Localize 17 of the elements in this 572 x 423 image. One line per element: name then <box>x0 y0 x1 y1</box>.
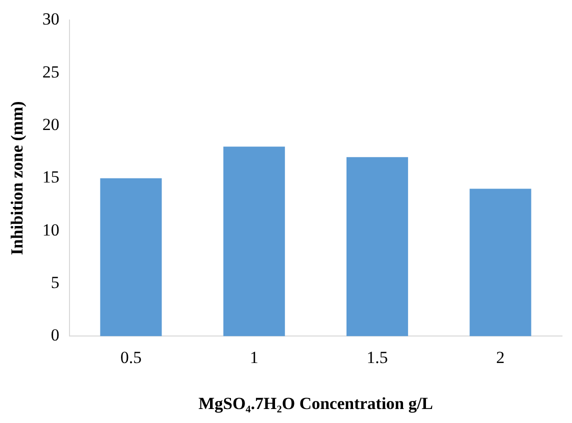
y-tick-label: 20 <box>42 115 60 134</box>
y-tick-label: 30 <box>42 10 60 29</box>
y-axis-title: Inhibition zone (mm) <box>8 101 27 256</box>
bar <box>223 146 285 336</box>
bar <box>100 178 162 336</box>
x-axis-title: MgSO₄.7H₂O Concentration g/L <box>198 394 433 414</box>
y-tick-label: 25 <box>42 62 60 82</box>
x-tick-label: 1.5 <box>366 348 388 367</box>
y-tick-label: 0 <box>50 326 60 345</box>
bar <box>346 157 408 336</box>
y-tick-label: 15 <box>42 168 60 187</box>
x-tick-label: 1 <box>250 348 258 367</box>
y-tick-label: 10 <box>42 220 60 240</box>
bar <box>470 188 532 336</box>
y-tick-label: 5 <box>50 273 60 292</box>
x-tick-label: 2 <box>496 348 505 367</box>
x-tick-label: 0.5 <box>120 348 142 367</box>
